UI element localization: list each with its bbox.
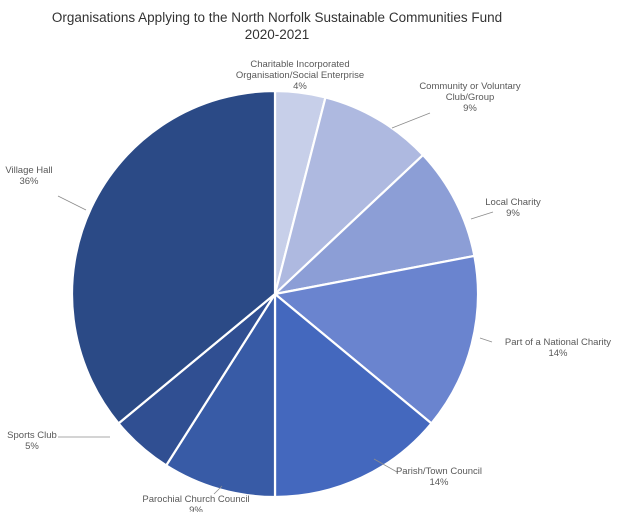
leader-line-3 (479, 337, 493, 343)
slice-percent-4: 14% (429, 477, 449, 488)
leader-line-7 (57, 195, 87, 211)
pie-slice-2 (271, 153, 476, 296)
slice-name-line-1: Club/Group (446, 92, 495, 103)
pie-slice-7 (70, 89, 277, 425)
slice-percent-7: 36% (19, 176, 39, 187)
slice-percent-6: 5% (25, 441, 39, 452)
slice-name-line-1: Community or Voluntary (419, 81, 521, 92)
leader-line-2 (470, 211, 494, 220)
slice-percent-5: 9% (189, 505, 203, 512)
slice-label-1: Community or Voluntary Club/Group 9% (419, 81, 521, 114)
pie-slice-4 (273, 291, 433, 499)
slice-label-7: Village Hall 36% (5, 165, 52, 187)
chart-subtitle: 2020-2021 (245, 27, 310, 42)
slice-label-4: Parish/Town Council 14% (396, 466, 482, 488)
leader-line-5 (213, 485, 223, 495)
pie-slice-1 (272, 96, 425, 298)
slice-label-3: Part of a National Charity 14% (505, 337, 611, 359)
slice-percent-1: 9% (463, 103, 477, 114)
slice-name-line-5: Parochial Church Council (142, 494, 249, 505)
pie-slice-5 (164, 290, 277, 499)
slice-name-line-2: Local Charity (485, 197, 541, 208)
slice-percent-2: 9% (506, 208, 520, 219)
slice-name-line-3: Part of a National Charity (505, 337, 611, 348)
slice-label-6: Sports Club 5% (7, 430, 57, 452)
pie-slices (70, 89, 480, 499)
chart-title: Organisations Applying to the North Norf… (52, 10, 502, 25)
slice-label-0: Charitable Incorporated Organisation/Soci… (236, 59, 364, 92)
slice-percent-3: 14% (548, 348, 568, 359)
slice-percent-0: 4% (293, 81, 307, 92)
leader-line-1 (391, 112, 431, 129)
slice-label-2: Local Charity 9% (485, 197, 541, 219)
slice-labels: Charitable Incorporated Organisation/Soci… (5, 59, 611, 512)
slice-name-line-7: Village Hall (5, 165, 52, 176)
leader-line-4 (373, 458, 398, 473)
slice-name-line-6: Sports Club (7, 430, 57, 441)
slice-name-line-0: Organisation/Social Enterprise (236, 70, 364, 81)
pie-slice-3 (272, 254, 480, 425)
slice-label-5: Parochial Church Council 9% (142, 494, 249, 512)
slice-name-line-0: Charitable Incorporated (250, 59, 349, 70)
leader-lines (57, 112, 494, 495)
slice-name-line-4: Parish/Town Council (396, 466, 482, 477)
